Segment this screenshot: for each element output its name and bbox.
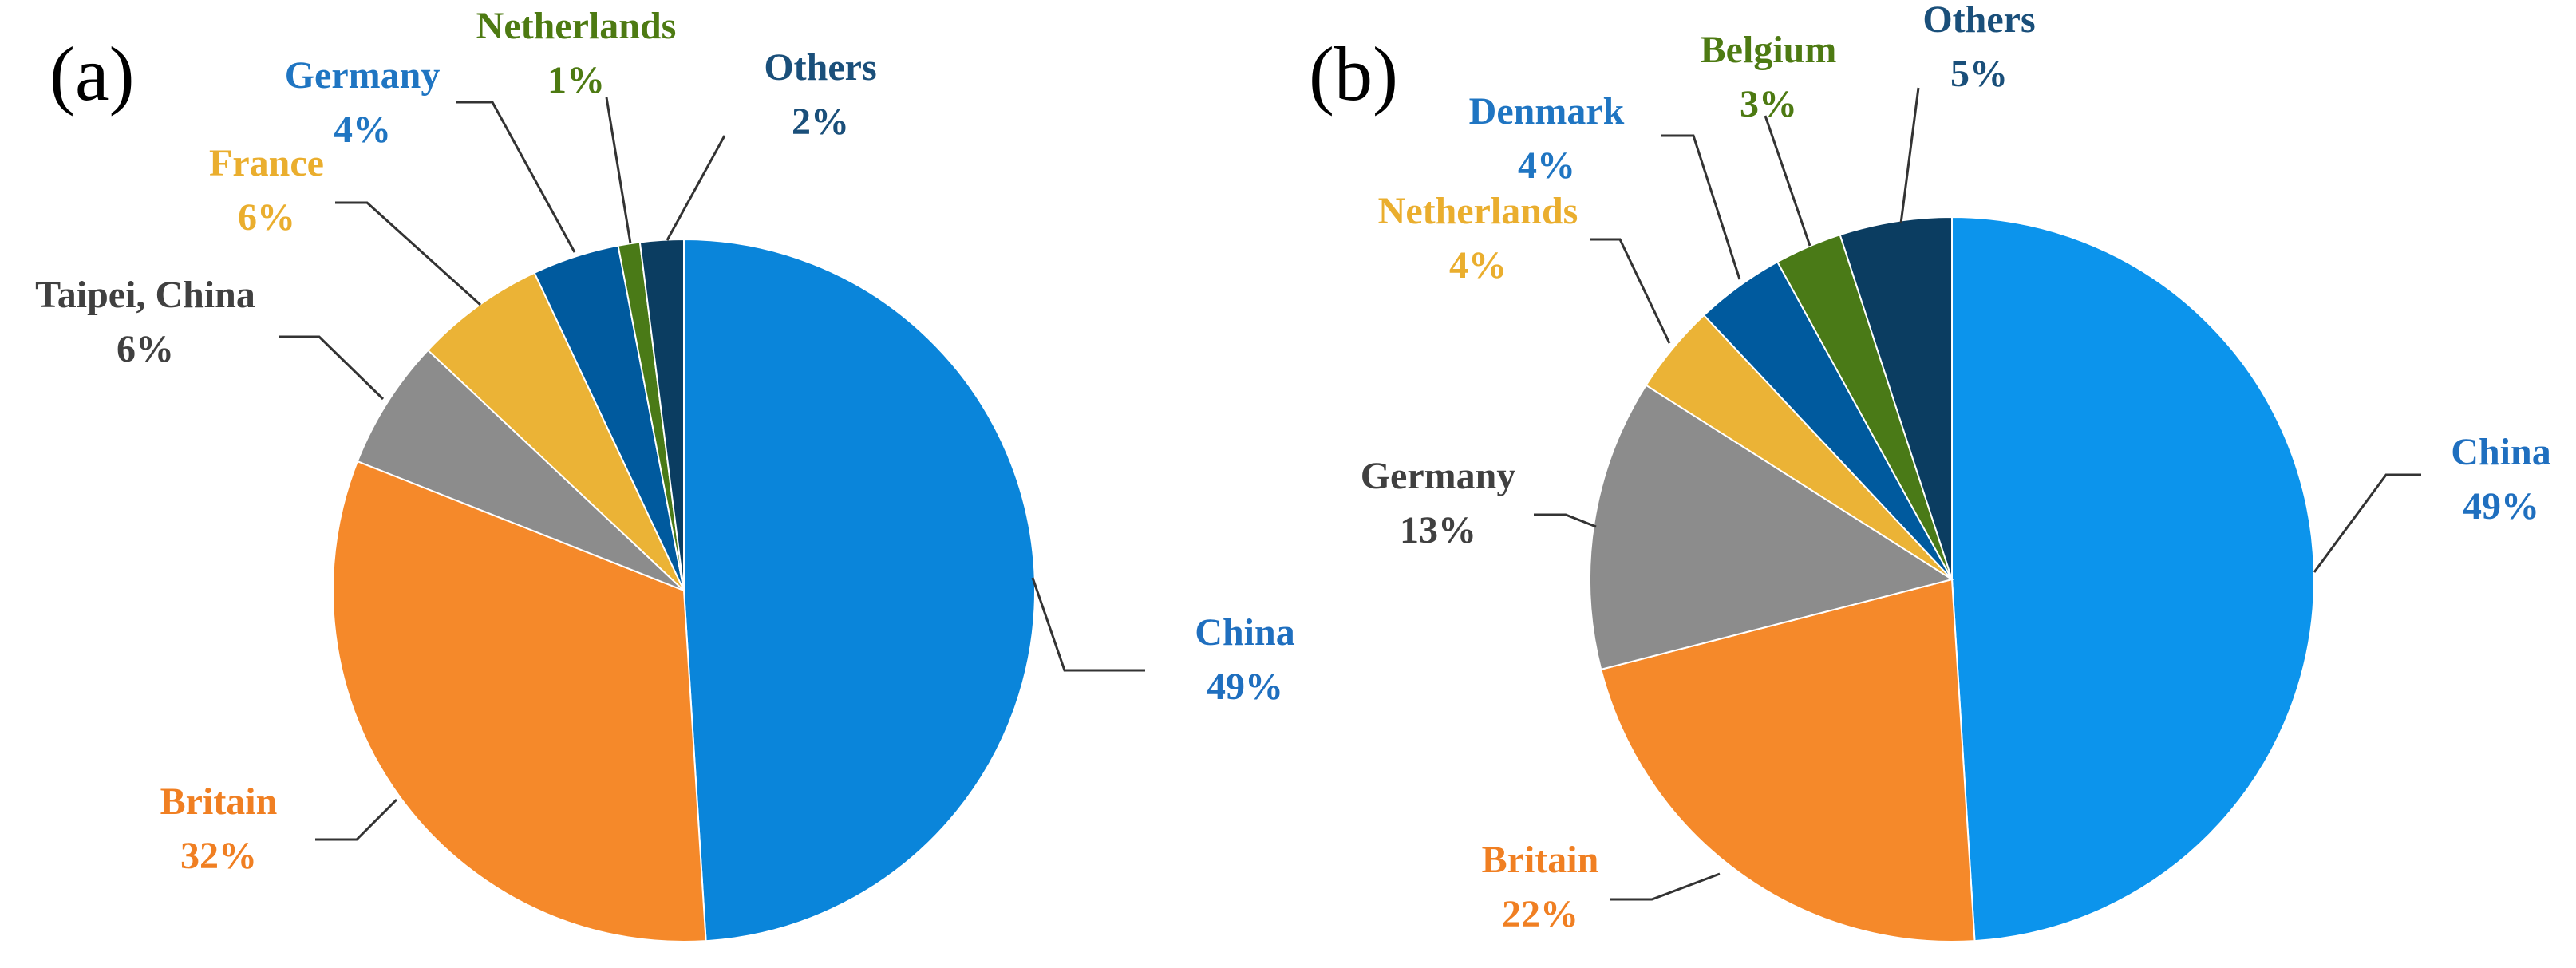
slice-name-a-britain: Britain — [160, 780, 278, 823]
slice-name-b-belgium: Belgium — [1701, 29, 1837, 71]
pie-slice-b-britain — [1600, 578, 1976, 942]
slice-value-b-britain: 22% — [1502, 893, 1578, 935]
slice-value-a-others: 2% — [792, 101, 849, 143]
leader-line-a-germany — [456, 101, 576, 253]
slice-value-b-germany: 13% — [1400, 509, 1476, 551]
pie-slice-a-china — [683, 238, 1036, 942]
slice-label-a-taipei-china: Taipei, China 6% — [35, 274, 255, 370]
slice-labels-a: China 49% Britain 32% Taipei, China 6% France 6… — [35, 5, 1295, 877]
slice-name-b-britain: Britain — [1482, 839, 1599, 881]
leader-line-b-others — [1899, 87, 1920, 224]
pie-chart-a: (a) China 49%Britain 32%Taipei, China 6%Fra… — [35, 5, 1295, 942]
leader-line-a-china — [1031, 577, 1145, 672]
slice-label-a-others: Others 2% — [764, 46, 876, 143]
leader-line-b-britain — [1610, 872, 1721, 901]
slice-value-b-belgium: 3% — [1740, 83, 1797, 125]
slice-value-b-netherlands: 4% — [1449, 244, 1507, 286]
slice-name-b-germany: Germany — [1361, 455, 1516, 497]
slice-value-b-others: 5% — [1950, 53, 2008, 95]
leader-line-a-britain — [315, 798, 398, 841]
leader-line-b-denmark — [1661, 134, 1741, 280]
slice-value-a-france: 6% — [238, 196, 295, 239]
slice-label-a-china: China 49% — [1195, 611, 1294, 708]
leader-line-b-netherlands — [1590, 238, 1671, 344]
slice-label-b-china: China 49% — [2451, 431, 2550, 527]
pie-slice-b-china — [1951, 215, 2315, 942]
slice-label-a-britain: Britain 32% — [160, 780, 278, 877]
slice-value-b-china: 49% — [2463, 485, 2539, 527]
pie-slice-b-germany — [1589, 384, 1954, 671]
pie-slice-a-taipei-china — [356, 349, 685, 591]
pie-slice-b-others — [1839, 215, 1953, 580]
slice-value-a-taipei-china: 6% — [117, 328, 174, 370]
slice-label-b-netherlands: Netherlands 4% — [1378, 190, 1578, 286]
slice-value-a-britain: 32% — [180, 835, 257, 877]
slice-label-a-germany: Germany 4% — [285, 54, 441, 151]
leader-line-a-netherlands — [605, 97, 632, 244]
panel-label-b: (b) — [1309, 31, 1398, 117]
slice-label-b-britain: Britain 22% — [1482, 839, 1599, 935]
slice-label-b-germany: Germany 13% — [1361, 455, 1516, 551]
slice-value-b-denmark: 4% — [1518, 144, 1575, 187]
slice-name-a-france: France — [209, 142, 324, 184]
slice-name-a-others: Others — [764, 46, 876, 89]
slice-label-b-denmark: Denmark 4% — [1469, 90, 1625, 187]
slice-label-a-france: France 6% — [209, 142, 324, 239]
leader-line-b-belgium — [1764, 115, 1811, 247]
slice-label-b-belgium: Belgium 3% — [1701, 29, 1837, 125]
slice-name-b-others: Others — [1922, 0, 2035, 41]
pie-slices-b — [1589, 215, 2315, 942]
pie-slice-a-others — [638, 238, 685, 591]
leader-line-a-france — [335, 201, 482, 306]
pie-slices-a — [332, 238, 1036, 942]
leader-line-a-taipei-china — [279, 335, 385, 401]
slice-name-b-china: China — [2451, 431, 2550, 473]
slice-value-a-germany: 4% — [334, 109, 391, 151]
panel-label-a: (a) — [49, 31, 135, 117]
leader-line-a-others — [666, 135, 726, 241]
leader-line-b-germany — [1534, 513, 1597, 528]
leader-lines-a — [279, 97, 1145, 841]
slice-label-a-netherlands: Netherlands 1% — [476, 5, 677, 101]
pie-chart-b: (b) China 49% Britain 22% Germany 13% Netherla… — [1309, 0, 2551, 942]
pie-slice-a-britain — [332, 460, 707, 942]
leader-lines-b — [1534, 87, 2421, 901]
slice-label-b-others: Others 5% — [1922, 0, 2035, 95]
slice-name-b-netherlands: Netherlands — [1378, 190, 1578, 232]
slice-name-b-denmark: Denmark — [1469, 90, 1625, 132]
slice-value-a-netherlands: 1% — [547, 59, 605, 101]
pie-slice-a-france — [426, 271, 685, 591]
slice-name-a-taipei-china: Taipei, China — [35, 274, 255, 316]
slice-name-a-netherlands: Netherlands — [476, 5, 677, 47]
slice-labels-b: China 49%Britain 22%Germany 13%Netherlands 4… — [1361, 0, 2551, 935]
leader-line-b-china — [2313, 473, 2421, 573]
slice-value-a-china: 49% — [1207, 666, 1283, 708]
slice-name-a-germany: Germany — [285, 54, 441, 97]
slice-name-a-china: China — [1195, 611, 1294, 654]
